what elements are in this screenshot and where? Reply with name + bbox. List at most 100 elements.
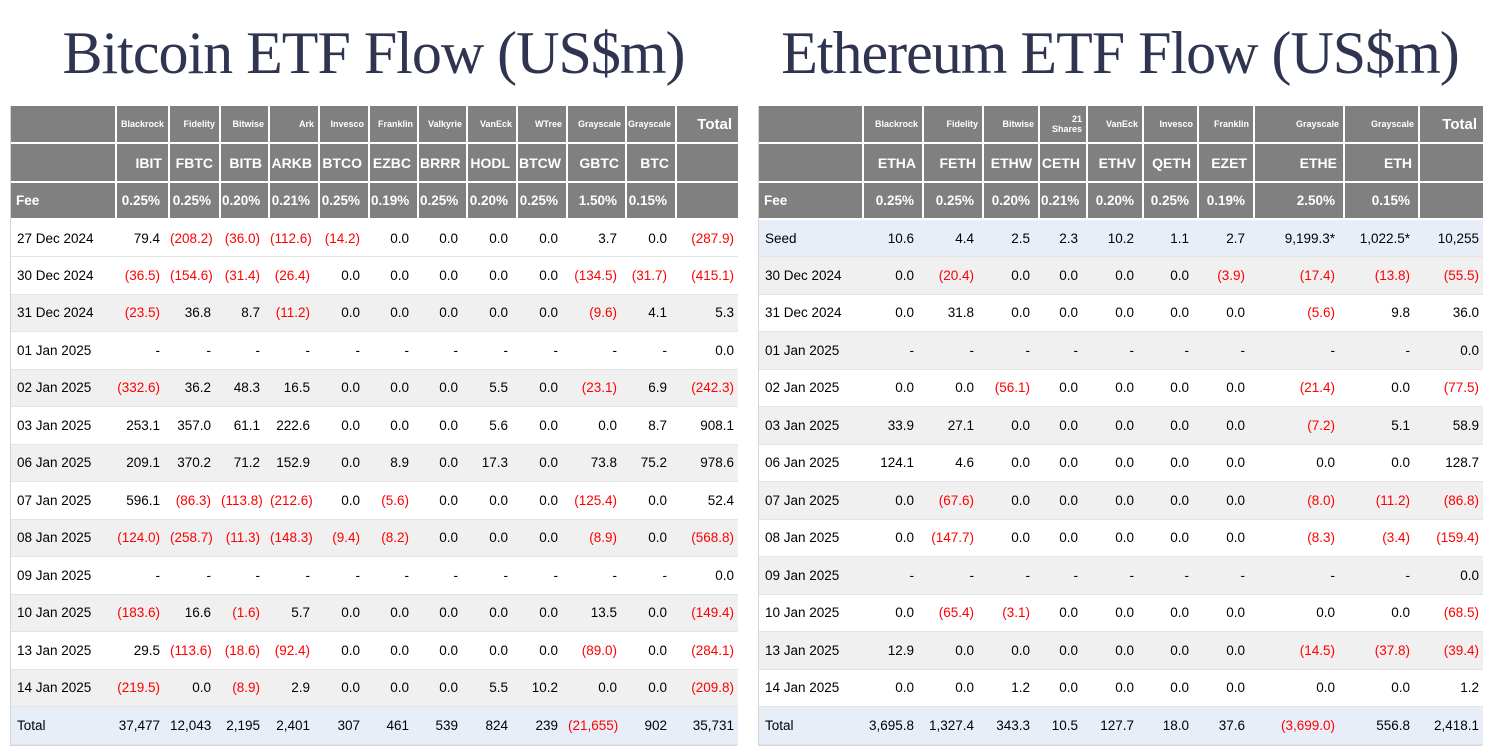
value-cell: 0.0 (1198, 669, 1254, 707)
value-cell: 0.0 (418, 294, 467, 332)
provider-header-cell: 21 Shares (1039, 106, 1088, 144)
value-cell: - (863, 556, 923, 595)
value-cell: (332.6) (116, 369, 169, 407)
table-row: 27 Dec 2024 79.4 (208.2) (36.0) (112.6) (14.2… (11, 219, 738, 257)
value-cell: 0.0 (1143, 369, 1198, 407)
total-value-cell: (159.4) (1419, 519, 1483, 557)
value-cell: 9,199.3* (1254, 219, 1344, 257)
table-row: 03 Jan 2025 33.9 27.1 0.0 0.0 0.0 0.0 0.0 (7.2) 5… (759, 406, 1483, 445)
value-cell: - (467, 556, 517, 595)
value-cell: 0.0 (1143, 256, 1198, 295)
value-cell: 2,195 (220, 706, 269, 745)
value-cell: 0.0 (319, 294, 369, 332)
value-cell: 0.0 (863, 669, 923, 707)
value-cell: (258.7) (169, 519, 220, 557)
provider-header-cell: Grayscale (1344, 106, 1420, 144)
value-cell: 0.0 (418, 256, 467, 295)
value-cell: 596.1 (116, 481, 169, 520)
value-cell: - (467, 331, 517, 370)
value-cell: - (319, 331, 369, 370)
provider-header-cell: Fidelity (923, 106, 984, 144)
value-cell: 0.0 (1087, 631, 1143, 670)
row-label-cell: 07 Jan 2025 (759, 481, 863, 520)
row-label-cell: 06 Jan 2025 (11, 444, 116, 482)
value-cell: - (116, 331, 169, 370)
total-value-cell: (86.8) (1419, 481, 1483, 520)
value-cell: 0.0 (467, 631, 517, 670)
value-cell: - (1039, 556, 1087, 595)
row-label-cell: 07 Jan 2025 (11, 481, 116, 520)
value-cell: 0.0 (169, 669, 220, 707)
total-value-cell: (242.3) (676, 369, 738, 407)
value-cell: (113.8) (220, 481, 269, 520)
value-cell: 0.0 (1198, 594, 1254, 632)
provider-header-cell: Fidelity (169, 106, 221, 144)
value-cell: 0.0 (418, 669, 467, 707)
row-label-cell: Total (11, 706, 116, 745)
total-value-cell: (287.9) (676, 219, 738, 257)
value-cell: 0.0 (1039, 594, 1087, 632)
value-cell: 0.0 (1039, 444, 1087, 482)
fee-header-cell: 0.21% (269, 182, 320, 220)
value-cell: - (567, 331, 626, 370)
value-cell: 0.0 (369, 219, 418, 257)
row-label-cell: 10 Jan 2025 (759, 594, 863, 632)
value-cell: - (1254, 331, 1344, 370)
total-header-spacer (1419, 182, 1483, 220)
value-cell: 48.3 (220, 369, 269, 407)
ticker-header-cell: ETHE (1254, 143, 1345, 183)
fee-row-label: Fee (11, 182, 117, 220)
value-cell: 0.0 (1198, 444, 1254, 482)
value-cell: - (1198, 556, 1254, 595)
value-cell: 16.6 (169, 594, 220, 632)
value-cell: - (923, 556, 983, 595)
value-cell: 13.5 (567, 594, 626, 632)
value-cell: - (369, 556, 418, 595)
value-cell: 0.0 (1143, 444, 1198, 482)
table-row: 09 Jan 2025- - - - - - - - -0.0 (759, 556, 1483, 595)
value-cell: 1,327.4 (923, 706, 983, 745)
value-cell: 357.0 (169, 406, 220, 445)
fee-header-cell: 0.20% (1087, 182, 1144, 220)
ticker-header-cell: HODL (467, 143, 518, 183)
value-cell: - (1143, 331, 1198, 370)
value-cell: 127.7 (1087, 706, 1143, 745)
value-cell: (11.3) (220, 519, 269, 557)
value-cell: (212.6) (269, 481, 319, 520)
value-cell: 5.5 (467, 369, 517, 407)
row-label-cell: 02 Jan 2025 (759, 369, 863, 407)
value-cell: - (863, 331, 923, 370)
value-cell: 0.0 (1254, 444, 1344, 482)
ethereum-section: Ethereum ETF Flow (US$m) Blackrock Fideli… (758, 0, 1483, 746)
value-cell: (154.6) (169, 256, 220, 295)
value-cell: 0.0 (983, 481, 1039, 520)
value-cell: 2.3 (1039, 219, 1087, 257)
value-cell: 0.0 (1254, 669, 1344, 707)
corner-cell (759, 106, 864, 144)
value-cell: 0.0 (1198, 519, 1254, 557)
value-cell: 0.0 (418, 594, 467, 632)
value-cell: 0.0 (418, 481, 467, 520)
row-label-cell: 27 Dec 2024 (11, 219, 116, 257)
row-label-cell: 14 Jan 2025 (11, 669, 116, 707)
ticker-header-cell: BRRR (418, 143, 468, 183)
row-label-cell: 01 Jan 2025 (11, 331, 116, 370)
table-row: 30 Dec 2024 (36.5) (154.6) (31.4) (26.4) 0.0 0… (11, 256, 738, 295)
value-cell: - (1143, 556, 1198, 595)
value-cell: (23.1) (567, 369, 626, 407)
value-cell: (31.7) (626, 256, 676, 295)
value-cell: 0.0 (1039, 481, 1087, 520)
row-label-cell: 14 Jan 2025 (759, 669, 863, 707)
total-value-cell: (568.8) (676, 519, 738, 557)
provider-header-cell: VanEck (467, 106, 518, 144)
provider-header-cell: Grayscale (626, 106, 677, 144)
value-cell: 253.1 (116, 406, 169, 445)
table-row: 08 Jan 2025 0.0 (147.7) 0.0 0.0 0.0 0.0 0.0 (8.3… (759, 519, 1483, 557)
value-cell: 0.0 (1087, 481, 1143, 520)
provider-header-cell: Invesco (319, 106, 370, 144)
value-cell: 370.2 (169, 444, 220, 482)
value-cell: 10.5 (1039, 706, 1087, 745)
value-cell: 0.0 (983, 294, 1039, 332)
value-cell: 0.0 (1087, 406, 1143, 445)
